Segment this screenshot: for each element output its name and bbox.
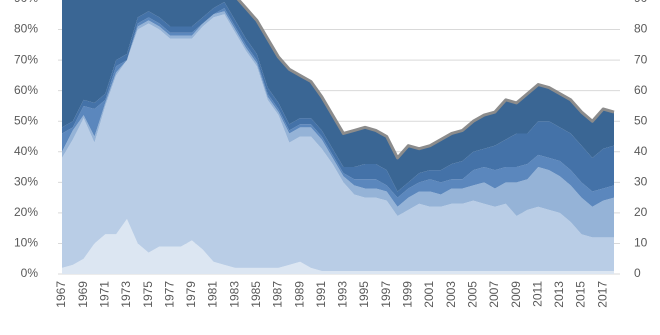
y-tick-label: 70% — [14, 52, 38, 66]
x-tick-label: 2005 — [465, 281, 479, 308]
x-tick-label: 2013 — [552, 281, 566, 308]
x-tick-label: 1987 — [271, 281, 285, 308]
y-tick-label: 50% — [14, 113, 38, 127]
y-tick-label: 60% — [14, 83, 38, 97]
x-tick-label: 1973 — [119, 281, 133, 308]
y-tick-label: 10% — [14, 236, 38, 250]
y-tick-label: 90% — [14, 0, 38, 5]
x-tick-label: 1993 — [336, 281, 350, 308]
x-tick-label: 1983 — [227, 281, 241, 308]
x-tick-label: 1969 — [76, 281, 90, 308]
area — [62, 219, 614, 274]
y2-tick-label: 40 — [634, 144, 648, 158]
y-tick-label: 40% — [14, 144, 38, 158]
area — [62, 8, 614, 207]
x-tick-label: 2001 — [422, 281, 436, 308]
y2-tick-label: 60 — [634, 83, 648, 97]
x-tick-label: 2003 — [444, 281, 458, 308]
area — [62, 2, 614, 198]
y2-tick-label: 90 — [634, 0, 648, 5]
y2-tick-label: 30 — [634, 175, 648, 189]
x-tick-label: 1985 — [249, 281, 263, 308]
area — [62, 14, 614, 271]
y2-tick-label: 80 — [634, 22, 648, 36]
y-tick-label: 80% — [14, 22, 38, 36]
line — [236, 0, 615, 160]
x-tick-label: 1981 — [206, 281, 220, 308]
area — [62, 0, 614, 192]
x-tick-label: 2009 — [509, 281, 523, 308]
x-tick-label: 1967 — [54, 281, 68, 308]
x-tick-label: 2011 — [530, 281, 544, 307]
y2-tick-label: 20 — [634, 205, 648, 219]
x-tick-label: 1979 — [184, 281, 198, 308]
x-tick-label: 1977 — [162, 281, 176, 308]
x-tick-label: 2015 — [574, 281, 588, 308]
plot-area — [62, 0, 615, 274]
x-tick-label: 1995 — [357, 281, 371, 308]
y-tick-label: 0% — [21, 266, 39, 280]
x-tick-label: 1997 — [379, 281, 393, 308]
y-tick-label: 30% — [14, 175, 38, 189]
y2-tick-label: 10 — [634, 236, 648, 250]
x-tick-label: 1999 — [401, 281, 415, 308]
y2-tick-label: 70 — [634, 52, 648, 66]
axis-labels: 0% 10% 20% 30% 40% 50% 60% 70% 80% 90% 0 10 20 30 40 50… — [14, 0, 648, 308]
y2-tick-label: 0 — [634, 266, 641, 280]
x-tick-label: 1975 — [141, 281, 155, 308]
x-tick-label: 1971 — [97, 281, 111, 308]
x-tick-label: 2017 — [595, 281, 609, 308]
x-tick-label: 2007 — [487, 281, 501, 308]
y-tick-label: 20% — [14, 205, 38, 219]
x-tick-label: 1989 — [292, 281, 306, 308]
x-tick-label: 1991 — [314, 281, 328, 308]
y2-tick-label: 50 — [634, 113, 648, 127]
